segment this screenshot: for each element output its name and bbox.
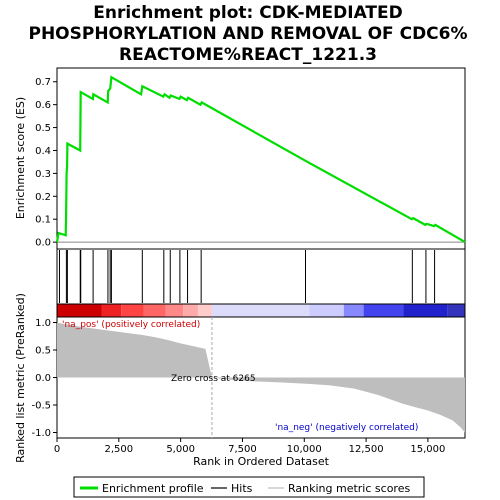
strip-segment xyxy=(309,304,344,317)
title-line-1: Enrichment plot: CDK-MEDIATED xyxy=(93,3,402,23)
es-y-axis: 0.0 0.1 0.2 0.3 0.4 0.5 0.6 0.7 xyxy=(35,77,57,249)
legend: Enrichment profile Hits Ranking metric s… xyxy=(73,476,425,498)
metric-y-tick-label: 1.0 xyxy=(35,318,51,329)
es-y-tick-label: 0.1 xyxy=(35,215,51,226)
ranking-metric-area xyxy=(57,322,465,433)
neg-annotation: 'na_neg' (negatively correlated) xyxy=(275,423,418,433)
es-y-tick-label: 0.2 xyxy=(35,192,51,203)
metric-y-tick-label: 0.0 xyxy=(35,373,51,384)
hits-markers xyxy=(58,250,436,303)
es-y-tick-label: 0.6 xyxy=(35,100,51,111)
metric-x-tick-label: 5,000 xyxy=(166,444,195,455)
strip-segment xyxy=(183,304,198,317)
metric-x-tick-label: 0 xyxy=(54,444,60,455)
metric-x-label: Rank in Ordered Dataset xyxy=(193,455,330,468)
ranking-color-strip xyxy=(57,304,465,317)
strip-segment xyxy=(363,304,404,317)
strip-segment xyxy=(343,304,364,317)
strip-segment xyxy=(403,304,448,317)
metric-y-tick-label: 0.5 xyxy=(35,346,51,357)
legend-hits-label: Hits xyxy=(231,482,253,495)
strip-segment xyxy=(121,304,144,317)
metric-x-tick-label: 2,500 xyxy=(104,444,133,455)
strip-segment xyxy=(197,304,212,317)
title-line-2: PHOSPHORYLATION AND REMOVAL OF CDC6% xyxy=(28,24,467,44)
strip-segment xyxy=(143,304,166,317)
enrichment-profile-line xyxy=(55,75,466,244)
metric-x-tick-label: 15,000 xyxy=(410,444,445,455)
pos-annotation: 'na_pos' (positively correlated) xyxy=(62,320,200,330)
legend-frame xyxy=(73,476,425,498)
es-y-tick-label: 0.0 xyxy=(35,238,51,249)
metric-y-axis: -1.0 -0.5 0.0 0.5 1.0 xyxy=(31,318,57,439)
es-y-tick-label: 0.4 xyxy=(35,146,51,157)
legend-metric-label: Ranking metric scores xyxy=(288,482,410,495)
metric-y-tick-label: -0.5 xyxy=(31,401,51,412)
metric-y-tick-label: -1.0 xyxy=(31,428,51,439)
metric-x-tick-label: 12,500 xyxy=(349,444,384,455)
es-y-tick-label: 0.5 xyxy=(35,123,51,134)
es-panel-frame xyxy=(56,67,466,250)
strip-segment xyxy=(101,304,122,317)
title-line-3: REACTOME%REACT_1221.3 xyxy=(119,45,377,65)
legend-enrichment-label: Enrichment profile xyxy=(102,482,204,495)
metric-x-tick-label: 10,000 xyxy=(287,444,322,455)
es-y-label: Enrichment score (ES) xyxy=(14,97,27,219)
metric-x-tick-label: 7,500 xyxy=(228,444,257,455)
zero-cross-annotation: Zero cross at 6265 xyxy=(171,374,256,384)
strip-segment xyxy=(57,304,102,317)
metric-x-axis: 0 2,500 5,000 7,500 10,000 12,500 15,000 xyxy=(54,438,445,455)
strip-segment xyxy=(165,304,184,317)
metric-y-label: Ranked list metric (PreRanked) xyxy=(14,293,27,463)
strip-segment xyxy=(211,304,310,317)
hits-panel-frame xyxy=(56,248,466,305)
es-y-tick-label: 0.7 xyxy=(35,77,51,88)
es-y-tick-label: 0.3 xyxy=(35,169,51,180)
strip-segment xyxy=(447,304,465,317)
